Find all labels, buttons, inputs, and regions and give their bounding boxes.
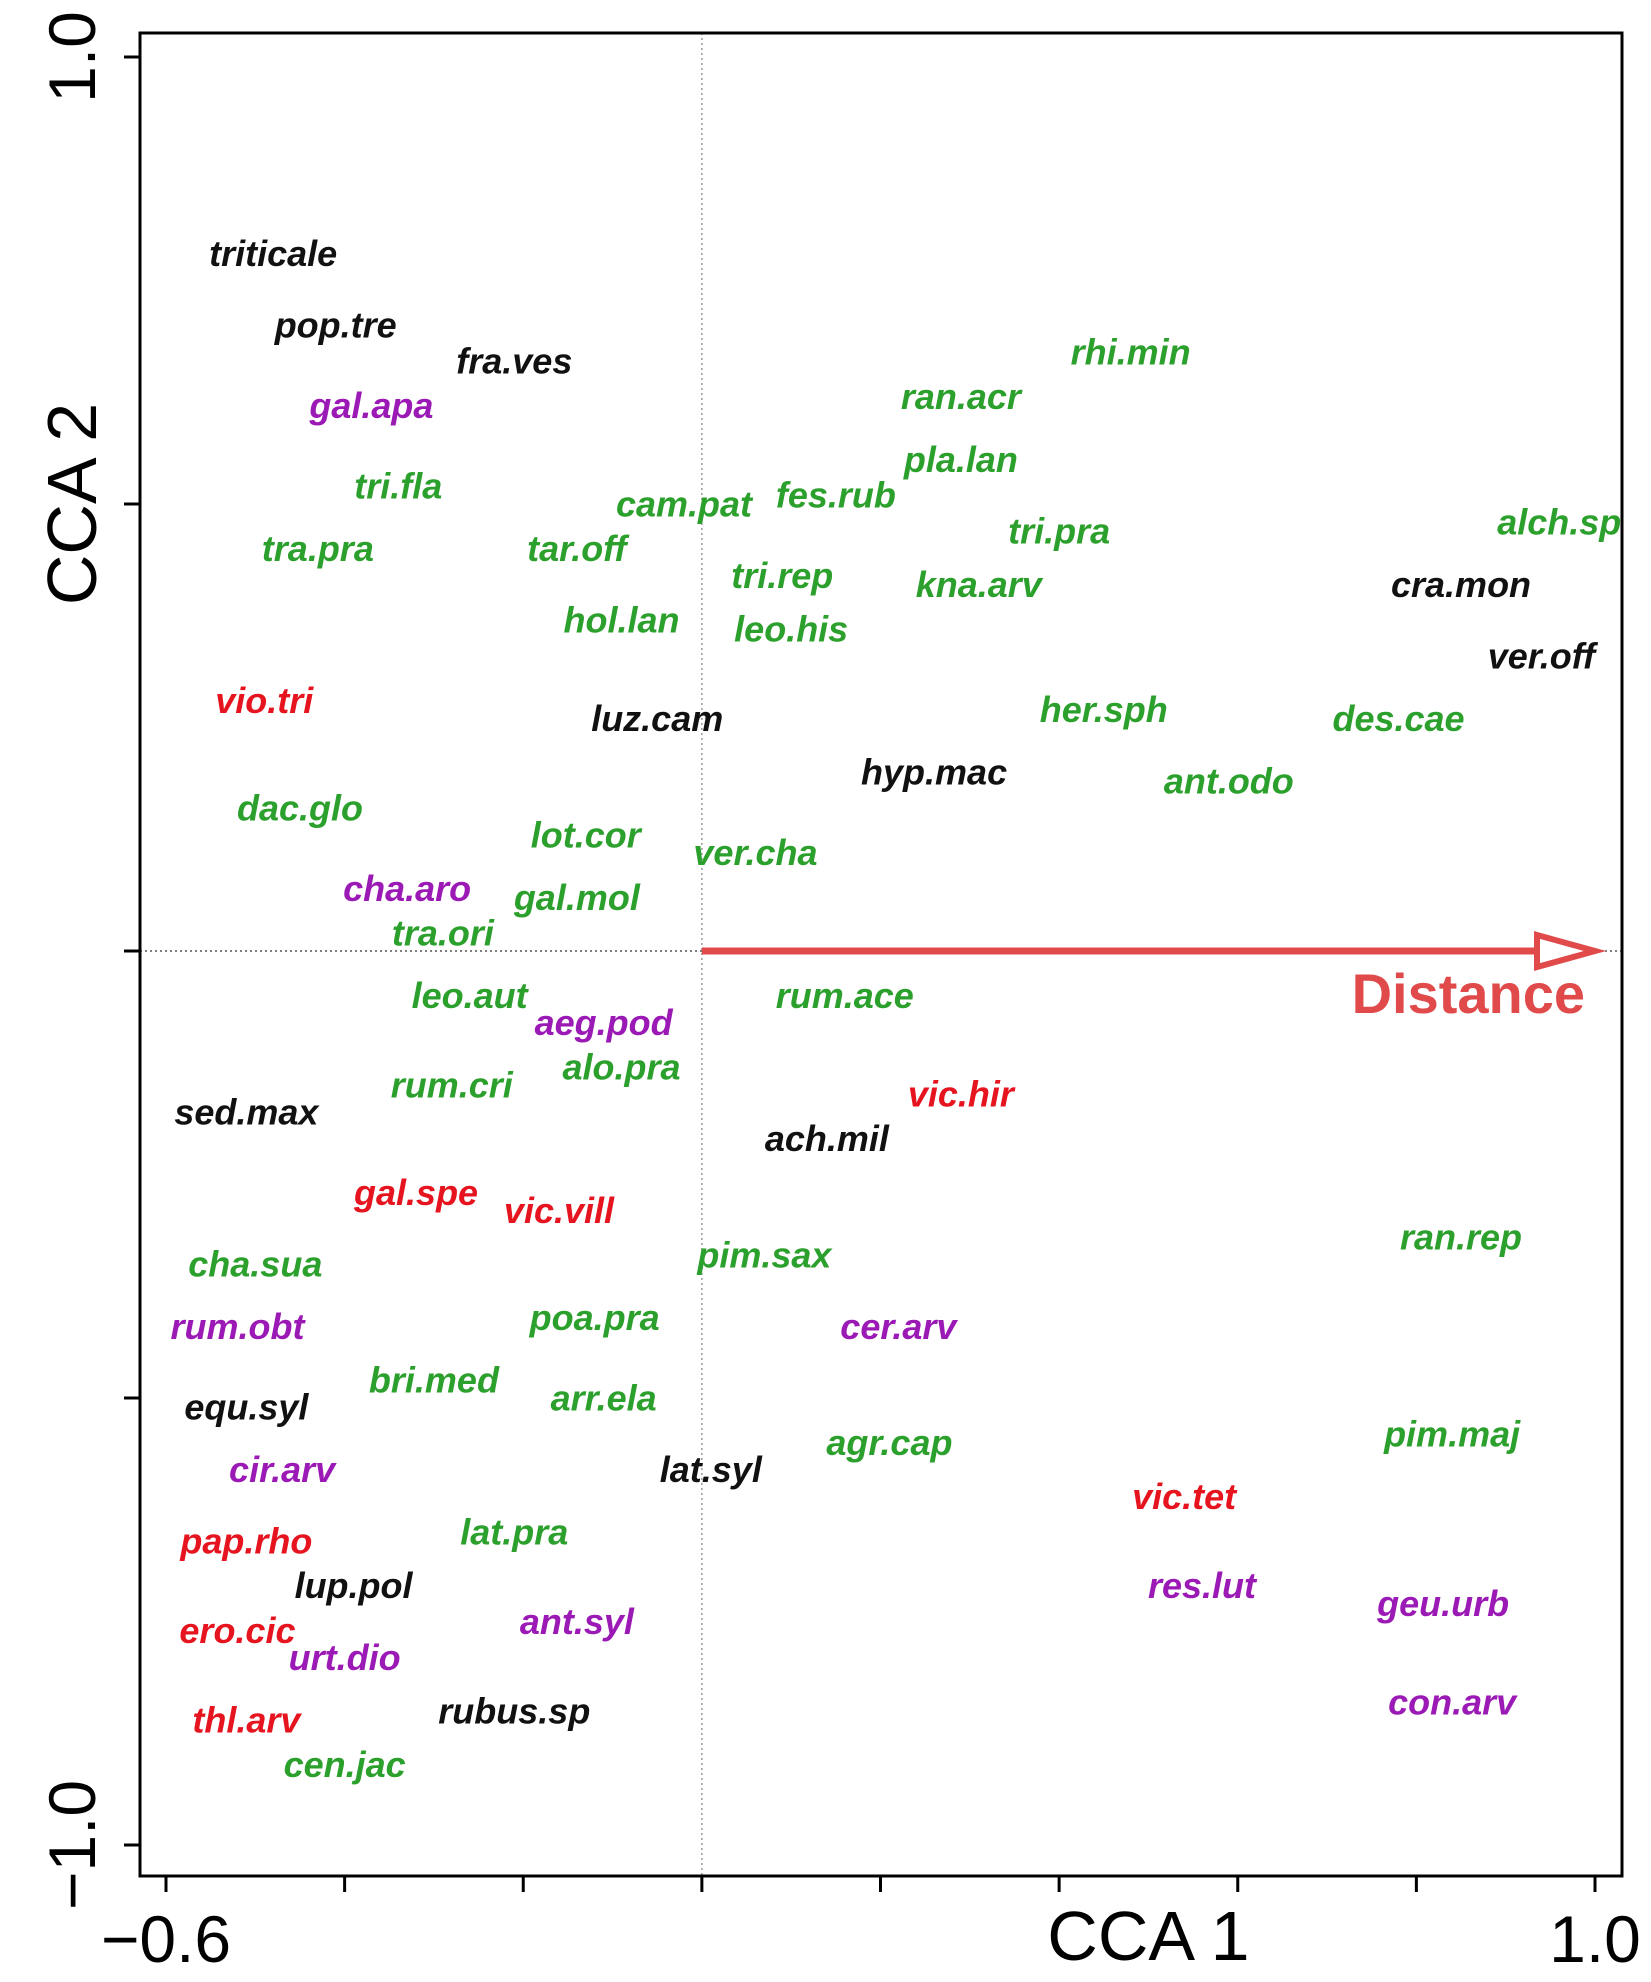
- species-label: fes.rub: [776, 475, 896, 516]
- species-label: rubus.sp: [438, 1690, 590, 1731]
- species-label: des.cae: [1332, 698, 1464, 739]
- species-label: poa.pra: [529, 1297, 660, 1338]
- species-label: pim.maj: [1383, 1413, 1521, 1454]
- species-label: ver.off: [1488, 635, 1598, 676]
- species-label: ero.cic: [179, 1610, 295, 1651]
- species-label: ach.mil: [765, 1118, 890, 1159]
- species-label: pla.lan: [903, 439, 1018, 480]
- species-label: cer.arv: [840, 1306, 958, 1347]
- x-axis-title: CCA 1: [1047, 1897, 1249, 1975]
- species-label: urt.dio: [289, 1637, 401, 1678]
- species-label: gal.apa: [308, 385, 433, 426]
- species-label: pap.rho: [179, 1521, 312, 1562]
- species-label: fra.ves: [456, 340, 572, 381]
- x-tick-label: −0.6: [101, 1902, 231, 1976]
- species-label: lat.pra: [460, 1512, 568, 1553]
- species-label: con.arv: [1388, 1681, 1518, 1722]
- species-label: tri.fla: [354, 466, 442, 507]
- x-axis-tick-labels: −0.6 1.0: [101, 1902, 1641, 1976]
- species-label: bri.med: [369, 1360, 500, 1401]
- species-label: triticale: [209, 233, 337, 274]
- species-label: vic.tet: [1132, 1476, 1238, 1517]
- species-label: kna.arv: [916, 564, 1044, 605]
- species-label: rhi.min: [1071, 332, 1191, 373]
- species-label: res.lut: [1148, 1565, 1258, 1606]
- species-label: gal.mol: [513, 877, 641, 918]
- species-label: cha.aro: [343, 868, 471, 909]
- species-label: tri.pra: [1008, 510, 1110, 551]
- species-label: vio.tri: [215, 680, 314, 721]
- y-axis-tick-labels: −1.0 1.0: [35, 11, 109, 1910]
- y-tick-label: −1.0: [35, 1780, 109, 1910]
- species-label: lat.syl: [660, 1449, 763, 1490]
- species-label: vic.hir: [908, 1074, 1016, 1115]
- species-label: sed.max: [174, 1091, 320, 1132]
- species-label: aeg.pod: [535, 1002, 674, 1043]
- species-label: lot.cor: [531, 814, 643, 855]
- species-label: ant.odo: [1164, 761, 1294, 802]
- species-label: cra.mon: [1391, 564, 1531, 605]
- species-label: thl.arv: [192, 1699, 302, 1740]
- species-label: tra.pra: [262, 528, 374, 569]
- species-label: leo.his: [734, 609, 848, 650]
- distance-vector-label: Distance: [1352, 962, 1585, 1025]
- species-label: geu.urb: [1376, 1583, 1509, 1624]
- x-tick-label: 1.0: [1549, 1902, 1641, 1976]
- species-label: equ.syl: [184, 1386, 309, 1427]
- x-axis-ticks: [164, 1876, 1597, 1892]
- species-label: pim.sax: [696, 1234, 833, 1275]
- y-axis-ticks: [124, 55, 140, 1847]
- species-label: luz.cam: [591, 698, 723, 739]
- species-label: dac.glo: [237, 787, 363, 828]
- species-label: pop.tre: [274, 305, 397, 346]
- species-label: tri.rep: [731, 555, 833, 596]
- distance-vector-arrowhead: [1534, 931, 1607, 971]
- distance-vector: Distance: [701, 931, 1607, 1025]
- species-label: leo.aut: [412, 975, 530, 1016]
- species-label: hol.lan: [563, 600, 679, 641]
- species-label: agr.cap: [826, 1422, 952, 1463]
- species-label: tar.off: [527, 528, 629, 569]
- species-label: cir.arv: [229, 1449, 337, 1490]
- species-label: ver.cha: [693, 832, 817, 873]
- species-label: gal.spe: [353, 1172, 478, 1213]
- species-label: arr.ela: [551, 1378, 657, 1419]
- species-label: lup.pol: [295, 1565, 414, 1606]
- species-label: hyp.mac: [861, 752, 1007, 793]
- species-label: cam.pat: [616, 484, 754, 525]
- species-label: ran.rep: [1400, 1217, 1522, 1258]
- y-axis-title: CCA 2: [33, 403, 111, 605]
- species-label: rum.obt: [170, 1306, 306, 1347]
- y-tick-label: 1.0: [35, 11, 109, 103]
- species-label: ran.acr: [901, 376, 1023, 417]
- species-label: vic.vill: [504, 1190, 615, 1231]
- species-label: rum.cri: [391, 1065, 514, 1106]
- species-label: rum.ace: [776, 975, 914, 1016]
- species-label: cen.jac: [284, 1744, 406, 1785]
- species-label: ant.syl: [520, 1601, 635, 1642]
- species-label: cha.sua: [188, 1243, 322, 1284]
- species-label: tra.ori: [392, 913, 495, 954]
- species-label: alo.pra: [562, 1047, 680, 1088]
- species-label: alch.sp: [1497, 501, 1621, 542]
- species-points: triticale pop.tre fra.ves gal.apa tri.fla tra…: [170, 233, 1621, 1785]
- species-label: her.sph: [1040, 689, 1168, 730]
